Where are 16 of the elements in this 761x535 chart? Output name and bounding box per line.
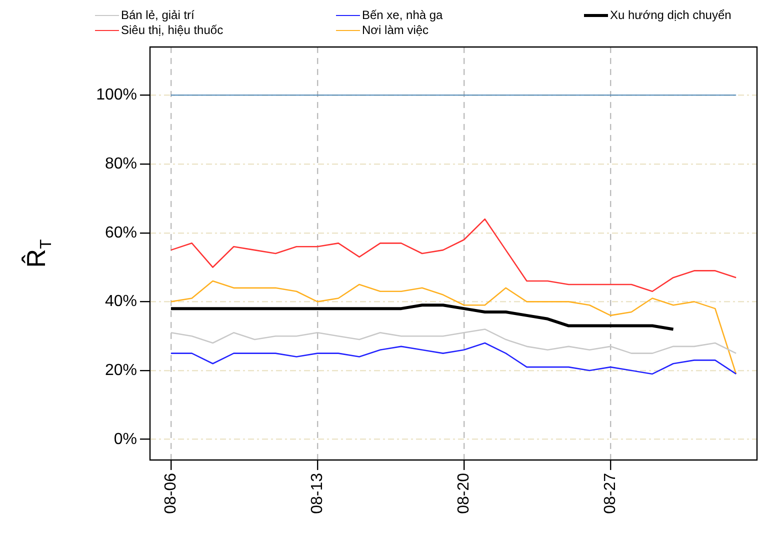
y-tick-label: 60%: [104, 224, 137, 242]
x-tick-label: 08-13: [308, 472, 326, 514]
y-tick-label: 0%: [114, 430, 137, 448]
x-tick-label: 08-27: [602, 472, 619, 514]
legend-label: Bán lẻ, giải trí: [121, 8, 194, 22]
y-axis-title: R̂T: [21, 239, 55, 268]
x-tick-label: 08-20: [455, 472, 472, 514]
legend-label: Nơi làm việc: [362, 23, 429, 37]
y-tick-label: 100%: [96, 86, 137, 104]
legend-label: Siêu thị, hiệu thuốc: [121, 23, 224, 37]
y-tick-label: 40%: [104, 293, 137, 310]
y-tick-label: 20%: [104, 362, 137, 379]
x-tick-label: 08-06: [162, 472, 180, 514]
y-tick-label: 80%: [104, 155, 137, 172]
legend-label: Xu hướng dịch chuyển: [610, 8, 732, 22]
legend-label: Bến xe, nhà ga: [362, 8, 443, 22]
